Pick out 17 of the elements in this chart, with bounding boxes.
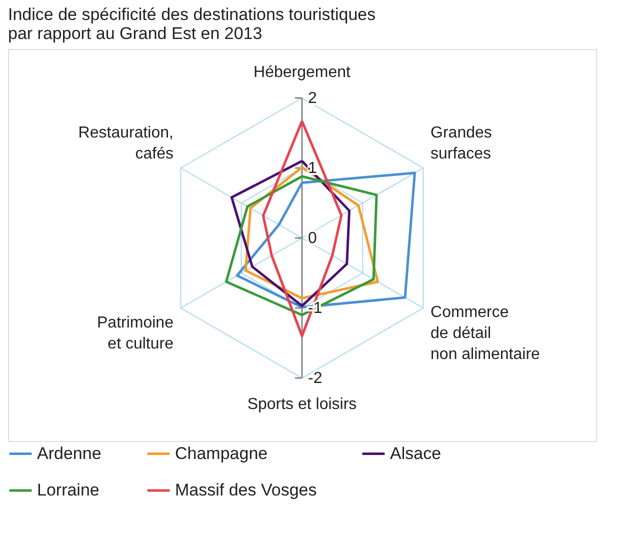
- text: Indice de spécificité des destinations touristiques: [8, 5, 376, 24]
- legend-label: Ardenne: [37, 444, 102, 463]
- legend-label: Alsace: [390, 444, 442, 463]
- y-tick-label: 0: [308, 230, 317, 247]
- legend-label: Champagne: [175, 444, 268, 463]
- text: -2: [308, 370, 322, 387]
- spoke-label: Hébergement: [254, 64, 352, 82]
- y-tick-label: 2: [308, 90, 317, 107]
- text: par rapport au Grand Est en 2013: [8, 24, 262, 43]
- text: -1: [308, 300, 322, 317]
- legend-label: Lorraine: [37, 480, 100, 500]
- spoke-label: Restauration, cafés: [78, 124, 174, 162]
- spoke-label: Patrimoine et culture: [96, 314, 174, 353]
- spoke-label: Grandes surfaces: [430, 124, 492, 162]
- spoke-label: Commerce de détail non alimentaire: [430, 304, 540, 364]
- legend-label: Massif des Vosges: [175, 480, 317, 500]
- spoke-label: Sports et loisirs: [247, 396, 357, 413]
